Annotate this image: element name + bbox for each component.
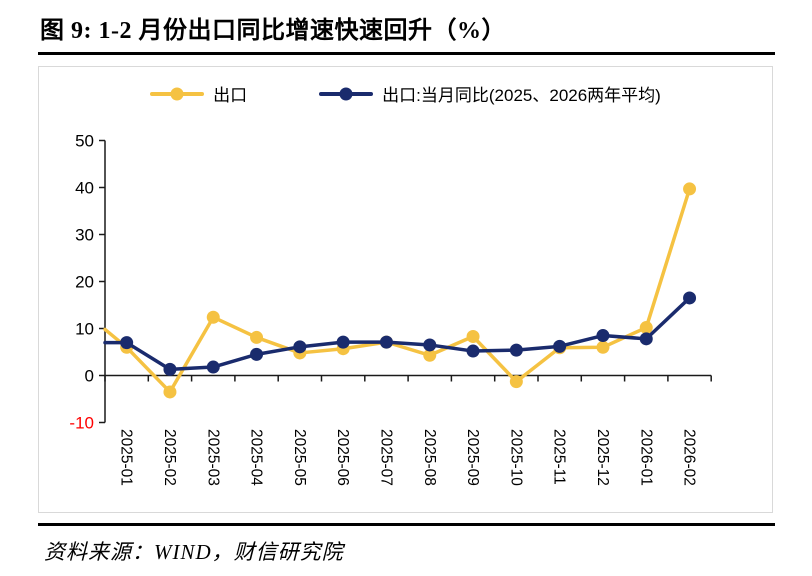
two-year-avg-point	[553, 339, 567, 353]
x-tick-label: 2026-01	[637, 429, 654, 486]
two-year-avg-point	[206, 360, 220, 374]
x-tick-label: 2025-06	[334, 429, 351, 486]
y-tick-label: 40	[75, 179, 94, 198]
two-year-avg-point	[120, 336, 134, 350]
chart-legend: 出口 出口:当月同比(2025、2026两年平均)	[39, 81, 772, 106]
x-tick-label: 2025-03	[204, 429, 221, 486]
two-year-avg-point	[250, 347, 264, 361]
export-line-chart: 50 40 30 20 10 0 -10 2025-01 2025-02 2025-03 2025-…	[69, 132, 712, 486]
x-tick-label: 2025-05	[291, 429, 308, 486]
export-point	[466, 329, 480, 343]
two-year-avg-point	[509, 343, 523, 357]
source-note: 资料来源：WIND，财信研究院	[44, 540, 344, 564]
export-line	[103, 187, 692, 394]
two-year-avg-point	[466, 344, 480, 358]
x-tick-label: 2025-08	[421, 429, 438, 486]
export-point	[683, 182, 697, 196]
legend-label-two-year-avg: 出口:当月同比(2025、2026两年平均)	[382, 86, 661, 105]
y-tick-label: 30	[75, 226, 94, 245]
x-tick-label: 2026-02	[681, 429, 698, 486]
y-tick-label: 20	[75, 273, 94, 292]
two-year-avg-point	[379, 335, 393, 349]
export-point	[250, 330, 264, 344]
y-tick-label: -10	[69, 414, 94, 433]
two-year-avg-point	[683, 291, 697, 305]
two-year-avg-point	[163, 362, 177, 376]
two-year-avg-point	[639, 332, 653, 346]
x-tick-label: 2025-04	[248, 429, 265, 486]
title-divider	[38, 52, 775, 55]
two-year-avg-point	[336, 335, 350, 349]
x-tick-label: 2025-12	[594, 429, 611, 486]
export-point	[509, 375, 523, 389]
legend-item-two-year-avg: 出口:当月同比(2025、2026两年平均)	[319, 81, 661, 106]
x-tick-label: 2025-07	[377, 429, 394, 486]
x-tick-label: 2025-09	[464, 429, 481, 486]
y-tick-label: 0	[85, 367, 94, 386]
export-point	[423, 348, 437, 362]
two-year-avg-point	[423, 338, 437, 352]
legend-label-export: 出口	[213, 86, 248, 105]
export-point	[163, 385, 177, 399]
y-tick-label: 10	[75, 320, 94, 339]
two-year-avg-legend-marker-icon	[319, 87, 374, 100]
chart-area: 出口 出口:当月同比(2025、2026两年平均) 50 40 30 20 10 0 -10…	[38, 66, 773, 513]
export-legend-marker-icon	[150, 87, 205, 100]
x-tick-label: 2025-02	[161, 429, 178, 486]
export-point	[639, 321, 653, 335]
legend-item-export: 出口	[150, 81, 247, 106]
x-tick-label: 2025-01	[118, 429, 135, 486]
y-tick-label: 50	[75, 132, 94, 151]
x-tick-label: 2025-11	[551, 429, 568, 485]
two-year-avg-point	[293, 340, 307, 354]
two-year-avg-point	[596, 329, 610, 343]
x-tick-label: 2025-10	[507, 429, 524, 486]
export-point	[596, 340, 610, 354]
export-point	[206, 310, 220, 324]
figure-title: 图 9: 1-2 月份出口同比增速快速回升（%）	[40, 18, 506, 44]
source-divider	[38, 523, 775, 526]
